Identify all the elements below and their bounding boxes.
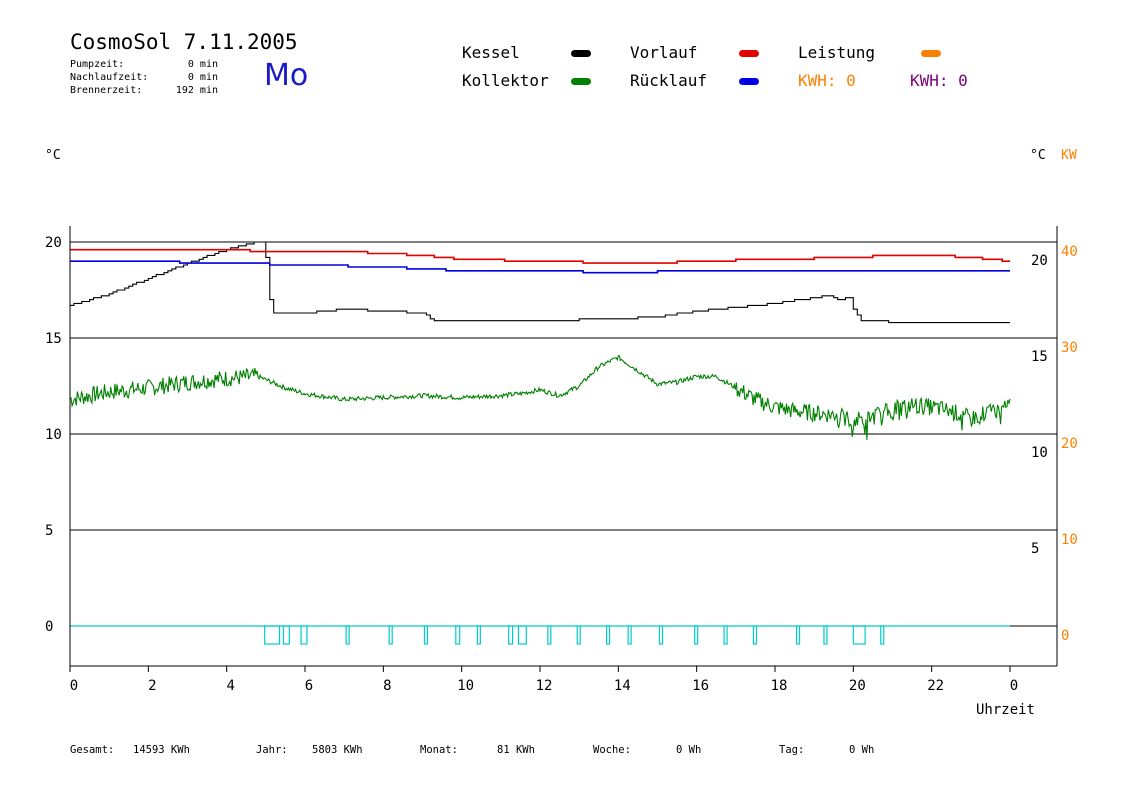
chart-title: CosmoSol 7.11.2005 bbox=[70, 30, 298, 54]
footer-gesamt-value: 14593 KWh bbox=[133, 744, 190, 756]
footer-monat-value: 81 KWh bbox=[497, 744, 535, 756]
stat-nachlaufzeit-value: 0 min bbox=[187, 72, 218, 83]
leistung-pulse bbox=[508, 625, 514, 645]
right-axis-unit-c: °C bbox=[1030, 148, 1046, 163]
leistung-pulse bbox=[723, 625, 728, 645]
leistung-pulse bbox=[547, 625, 552, 645]
leistung-pulse bbox=[852, 625, 866, 645]
legend-leistung-swatch bbox=[921, 50, 941, 57]
leistung-pulse bbox=[694, 625, 699, 645]
y-right-kw-tick-label: 40 bbox=[1061, 244, 1078, 260]
footer-woche-label: Woche: bbox=[593, 744, 631, 756]
leistung-pulse bbox=[576, 625, 581, 645]
x-tick-label: 10 bbox=[457, 678, 474, 694]
footer-woche-value: 0 Wh bbox=[676, 744, 702, 756]
y-left-tick-label: 10 bbox=[45, 427, 62, 443]
leistung-pulse bbox=[388, 625, 393, 645]
legend-kessel-swatch bbox=[571, 50, 591, 57]
leistung-pulse bbox=[455, 625, 461, 645]
stat-brennerzeit-value: 192 min bbox=[175, 85, 218, 96]
series-kollektor bbox=[69, 355, 1011, 440]
x-tick-label: 18 bbox=[771, 678, 788, 694]
footer-tag-label: Tag: bbox=[779, 744, 805, 756]
x-axis-label: Uhrzeit bbox=[976, 702, 1035, 718]
left-axis-unit: °C bbox=[45, 148, 61, 163]
right-axis-unit-kw: KW bbox=[1061, 148, 1077, 163]
y-right-c-tick-label: 20 bbox=[1031, 253, 1048, 269]
x-tick-label: 20 bbox=[849, 678, 866, 694]
leistung-pulse bbox=[627, 625, 632, 645]
legend-kollektor-label: Kollektor bbox=[462, 71, 549, 90]
x-tick-label: 4 bbox=[226, 678, 234, 694]
leistung-pulse bbox=[517, 625, 527, 645]
x-tick-label: 22 bbox=[927, 678, 944, 694]
y-right-c-tick-label: 5 bbox=[1031, 541, 1039, 557]
weekday-label: Mo bbox=[264, 58, 309, 93]
footer-jahr-value: 5803 KWh bbox=[312, 744, 363, 756]
leistung-pulse bbox=[605, 625, 611, 645]
y-right-kw-tick-label: 10 bbox=[1061, 532, 1078, 548]
y-right-kw-tick-label: 0 bbox=[1061, 628, 1069, 644]
leistung-pulse bbox=[823, 625, 828, 645]
y-left-tick-label: 0 bbox=[45, 619, 53, 635]
y-left-tick-label: 20 bbox=[45, 235, 62, 251]
legend-ruecklauf-label: Rücklauf bbox=[630, 71, 708, 90]
leistung-pulse bbox=[752, 625, 758, 645]
legend-kessel-label: Kessel bbox=[462, 43, 520, 62]
x-tick-label: 2 bbox=[148, 678, 156, 694]
x-tick-label: 16 bbox=[692, 678, 709, 694]
y-right-c-tick-label: 15 bbox=[1031, 349, 1048, 365]
x-tick-label: 0 bbox=[1010, 678, 1018, 694]
leistung-pulse bbox=[423, 625, 429, 645]
legend-vorlauf-label: Vorlauf bbox=[630, 43, 698, 62]
series-kessel bbox=[70, 241, 1010, 324]
y-left-tick-label: 5 bbox=[45, 523, 53, 539]
legend-ruecklauf-swatch bbox=[739, 78, 759, 85]
series-vorlauf bbox=[70, 248, 1010, 264]
legend-leistung-label: Leistung bbox=[798, 43, 876, 62]
x-tick-label: 8 bbox=[383, 678, 391, 694]
x-tick-label: 0 bbox=[70, 678, 78, 694]
legend-kwh-purple: KWH: 0 bbox=[910, 71, 968, 90]
axis-layer: 20 15 10 5 0 20 15 10 5 40 30 20 10 0 0 2 4 6 8 10 12 14 16 18 2… bbox=[45, 226, 1078, 694]
y-left-tick-label: 15 bbox=[45, 331, 62, 347]
series-layer bbox=[69, 241, 1028, 645]
leistung-pulse bbox=[880, 625, 885, 645]
footer-monat-label: Monat: bbox=[420, 744, 458, 756]
grid-layer bbox=[70, 241, 1057, 627]
x-tick-label: 12 bbox=[536, 678, 553, 694]
stat-pumpzeit-value: 0 min bbox=[187, 59, 218, 70]
x-tick-label: 14 bbox=[614, 678, 631, 694]
leistung-pulse bbox=[476, 625, 481, 645]
footer-jahr-label: Jahr: bbox=[256, 744, 288, 756]
leistung-pulse bbox=[282, 625, 290, 645]
y-right-c-tick-label: 10 bbox=[1031, 445, 1048, 461]
x-tick-label: 6 bbox=[305, 678, 313, 694]
footer-tag-value: 0 Wh bbox=[849, 744, 875, 756]
series-leistung bbox=[70, 625, 1028, 645]
leistung-pulse bbox=[795, 625, 801, 645]
stat-brennerzeit-label: Brennerzeit: bbox=[70, 85, 143, 96]
legend-kwh-orange: KWH: 0 bbox=[798, 71, 856, 90]
y-right-kw-tick-label: 20 bbox=[1061, 436, 1078, 452]
legend-vorlauf-swatch bbox=[739, 50, 759, 57]
y-right-kw-tick-label: 30 bbox=[1061, 340, 1078, 356]
leistung-pulse bbox=[345, 625, 350, 645]
footer-gesamt-label: Gesamt: bbox=[70, 744, 115, 756]
leistung-pulse bbox=[264, 625, 281, 645]
leistung-pulse bbox=[300, 625, 308, 645]
series-rcklauf bbox=[70, 260, 1010, 274]
legend-kollektor-swatch bbox=[571, 78, 591, 85]
leistung-pulse bbox=[658, 625, 664, 645]
stat-pumpzeit-label: Pumpzeit: bbox=[70, 59, 125, 70]
stat-nachlaufzeit-label: Nachlaufzeit: bbox=[70, 72, 149, 83]
